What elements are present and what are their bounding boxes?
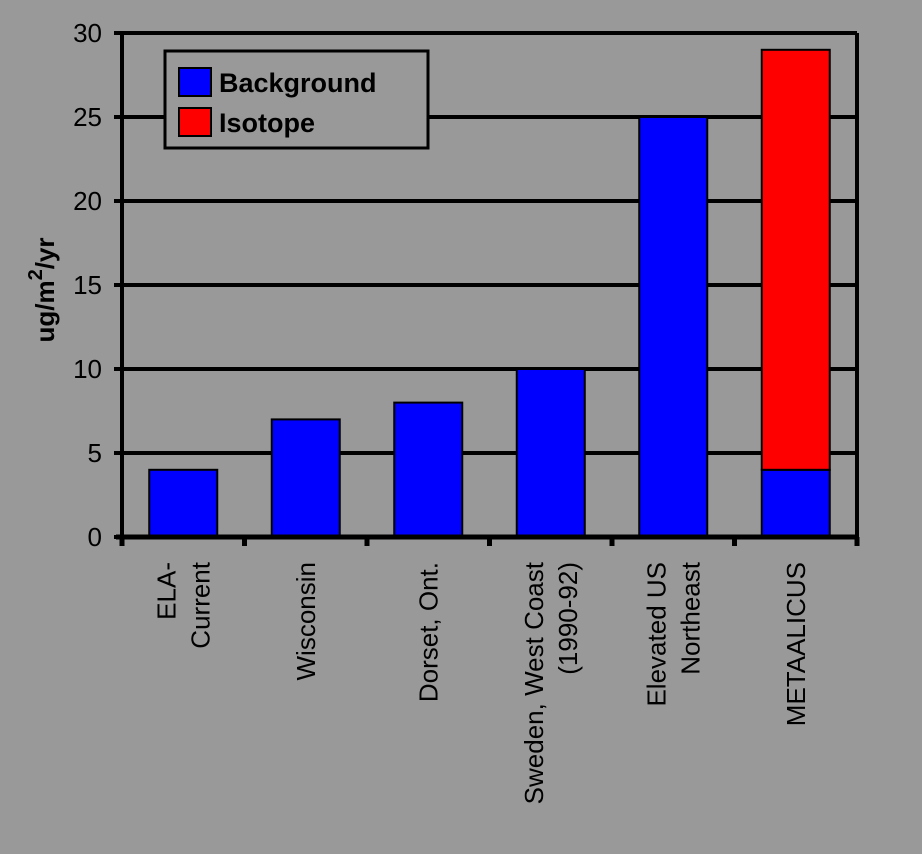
category-label-line: Dorset, Ont. [413, 562, 443, 702]
category-label-line: METAALICUS [781, 562, 811, 726]
y-axis-label: ug/m2/yr [25, 237, 60, 342]
y-axis-title: ug/m2/yr [25, 237, 60, 342]
y-tick-label: 0 [88, 522, 102, 552]
bars [148, 48, 831, 538]
x-category-labels: ELA- Current Wisconsin Dorset, Ont. Sweden, … [151, 561, 811, 804]
legend: Background Isotope [163, 49, 430, 150]
category-label-4: Elevated US Northeast [641, 561, 705, 706]
category-label-1: Wisconsin [291, 562, 321, 680]
legend-label-isotope: Isotope [219, 108, 315, 138]
category-label-2: Dorset, Ont. [413, 562, 443, 702]
y-tick-label: 5 [88, 438, 102, 468]
category-label-line: Wisconsin [291, 562, 321, 680]
y-axis-label-tail: /yr [30, 237, 60, 269]
bar-background-2 [393, 401, 464, 538]
legend-label-background: Background [219, 68, 377, 98]
y-tick-label: 30 [73, 18, 102, 48]
category-label-line: ELA- [151, 562, 181, 620]
legend-swatch-isotope [178, 107, 212, 137]
y-tick-label: 20 [73, 186, 102, 216]
category-label-line: (1990-92) [553, 562, 583, 675]
bar-background-0 [148, 468, 219, 538]
bar-background-3 [515, 368, 586, 538]
y-tick-label: 25 [73, 102, 102, 132]
bar-isotope-5 [760, 48, 831, 471]
axes [114, 31, 860, 546]
category-label-line: Current [185, 561, 215, 648]
y-tick-label: 10 [73, 354, 102, 384]
category-label-line: Sweden, West Coast [519, 561, 549, 804]
category-label-line: Elevated US [641, 562, 671, 707]
bar-background-4 [638, 116, 709, 538]
category-label-line: Northeast [675, 561, 705, 674]
y-tick-labels: 0 5 10 15 20 25 30 [73, 18, 102, 552]
legend-swatch-background [178, 67, 212, 97]
bar-background-1 [270, 418, 341, 538]
y-axis-label-sup: 2 [25, 269, 47, 280]
category-label-0: ELA- Current [151, 561, 215, 648]
category-label-5: METAALICUS [781, 562, 811, 726]
bar-background-5 [760, 468, 831, 538]
category-label-3: Sweden, West Coast (1990-92) [519, 561, 583, 804]
y-axis-label-base: ug/m [30, 280, 60, 342]
y-tick-label: 15 [73, 270, 102, 300]
